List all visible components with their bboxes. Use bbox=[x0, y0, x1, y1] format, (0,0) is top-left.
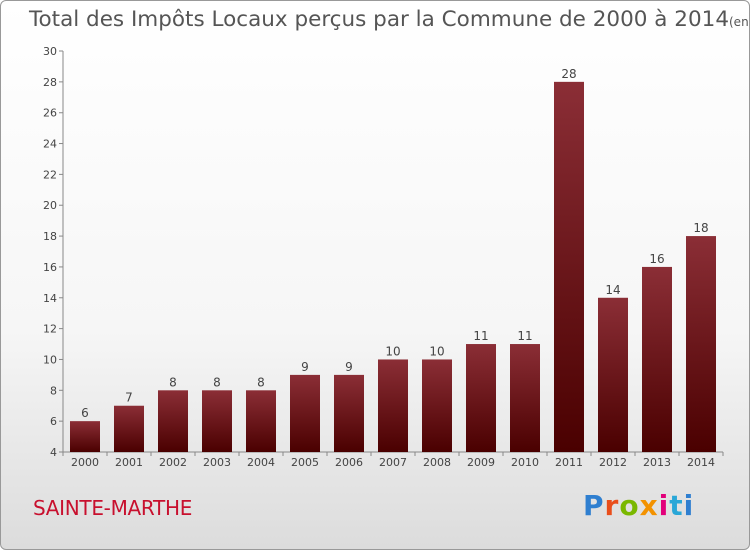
y-tick-label: 30 bbox=[43, 45, 57, 58]
x-tick-label-2000: 2000 bbox=[71, 456, 99, 469]
bar-2006 bbox=[334, 374, 364, 452]
proxiti-logo[interactable]: Proxiti bbox=[583, 489, 694, 522]
data-label-2013: 16 bbox=[649, 252, 664, 266]
logo-letter: P bbox=[583, 489, 605, 522]
data-label-2008: 10 bbox=[429, 344, 444, 358]
bar-2014 bbox=[686, 236, 716, 452]
x-tick-label-2009: 2009 bbox=[467, 456, 495, 469]
bar-2010 bbox=[510, 344, 540, 452]
data-label-2001: 7 bbox=[125, 391, 133, 405]
logo-letter: t bbox=[669, 489, 684, 522]
y-tick-label: 24 bbox=[43, 138, 57, 151]
bar-2009 bbox=[466, 344, 496, 452]
data-label-2004: 8 bbox=[257, 375, 265, 389]
commune-name: SAINTE-MARTHE bbox=[33, 496, 193, 520]
chart-y-tick-labels: 4 6 8 10 12 14 16 18 20 22 24 26 28 30 bbox=[43, 45, 57, 459]
y-tick-label: 20 bbox=[43, 199, 57, 212]
y-tick-label: 10 bbox=[43, 353, 57, 366]
bar-2011 bbox=[554, 81, 584, 452]
x-tick-label-2006: 2006 bbox=[335, 456, 363, 469]
bar-2004 bbox=[246, 390, 276, 452]
chart-title-unit: (en milliers d'€) bbox=[729, 15, 749, 29]
x-tick-label-2007: 2007 bbox=[379, 456, 407, 469]
bar-2005 bbox=[290, 374, 320, 452]
x-tick-label-2011: 2011 bbox=[555, 456, 583, 469]
x-tick-label-2004: 2004 bbox=[247, 456, 275, 469]
y-tick-label: 6 bbox=[50, 415, 57, 428]
chart-title-text: Total des Impôts Locaux perçus par la Co… bbox=[29, 7, 729, 32]
y-tick-label: 22 bbox=[43, 168, 57, 181]
logo-letter: i bbox=[658, 489, 670, 522]
bar-2012 bbox=[598, 297, 628, 452]
data-label-2011: 28 bbox=[561, 67, 576, 81]
data-label-2014: 18 bbox=[693, 221, 708, 235]
data-label-2005: 9 bbox=[301, 360, 309, 374]
data-label-2006: 9 bbox=[345, 360, 353, 374]
logo-letter: i bbox=[683, 489, 695, 522]
y-tick-label: 8 bbox=[50, 384, 57, 397]
x-tick-label-2001: 2001 bbox=[115, 456, 143, 469]
bar-2007 bbox=[378, 359, 408, 452]
y-tick-label: 16 bbox=[43, 261, 57, 274]
bar-2008 bbox=[422, 359, 452, 452]
y-tick-label: 28 bbox=[43, 76, 57, 89]
logo-letter: r bbox=[604, 489, 620, 522]
y-tick-label: 12 bbox=[43, 323, 57, 336]
y-tick-label: 4 bbox=[50, 446, 57, 459]
bar-2000 bbox=[70, 421, 100, 452]
x-tick-label-2005: 2005 bbox=[291, 456, 319, 469]
y-tick-label: 26 bbox=[43, 107, 57, 120]
chart-data-labels: 6 7 8 8 8 9 9 10 10 11 11 28 14 16 18 bbox=[81, 67, 708, 420]
bar-2003 bbox=[202, 390, 232, 452]
chart-bars bbox=[70, 81, 716, 452]
data-label-2009: 11 bbox=[473, 329, 488, 343]
x-tick-label-2003: 2003 bbox=[203, 456, 231, 469]
x-tick-label-2014: 2014 bbox=[687, 456, 715, 469]
y-tick-label: 14 bbox=[43, 292, 57, 305]
bar-2001 bbox=[114, 405, 144, 452]
logo-letter: x bbox=[639, 489, 659, 522]
data-label-2003: 8 bbox=[213, 375, 221, 389]
bar-2013 bbox=[642, 266, 672, 452]
data-label-2000: 6 bbox=[81, 406, 89, 420]
chart-title: Total des Impôts Locaux perçus par la Co… bbox=[29, 7, 749, 32]
chart-x-tick-labels: 2000 2001 2002 2003 2004 2005 2006 2007 2008 2009… bbox=[71, 456, 715, 469]
x-tick-label-2008: 2008 bbox=[423, 456, 451, 469]
logo-letter: o bbox=[619, 489, 640, 522]
x-tick-label-2012: 2012 bbox=[599, 456, 627, 469]
data-label-2007: 10 bbox=[385, 344, 400, 358]
x-tick-label-2013: 2013 bbox=[643, 456, 671, 469]
y-tick-label: 18 bbox=[43, 230, 57, 243]
data-label-2002: 8 bbox=[169, 375, 177, 389]
data-label-2012: 14 bbox=[605, 283, 620, 297]
bar-2002 bbox=[158, 390, 188, 452]
x-tick-label-2002: 2002 bbox=[159, 456, 187, 469]
x-tick-label-2010: 2010 bbox=[511, 456, 539, 469]
data-label-2010: 11 bbox=[517, 329, 532, 343]
